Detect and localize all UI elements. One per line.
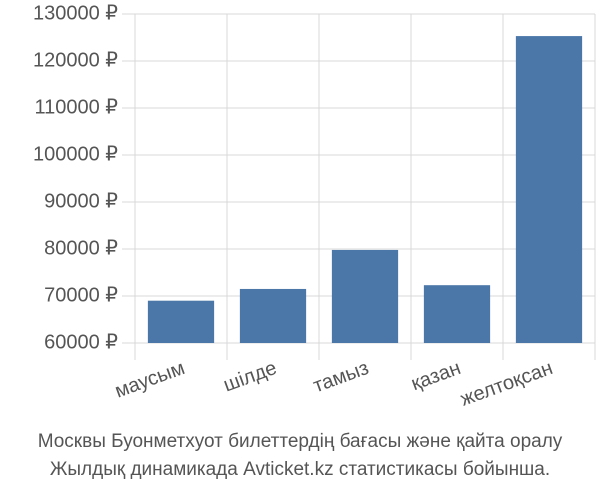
x-tick-label: шілде [221,357,280,396]
y-tick-label: 70000 ₽ [44,284,118,306]
y-tick-label: 60000 ₽ [44,331,118,353]
x-tick-label: қазан [408,357,463,395]
bar [515,36,583,344]
x-tick-label: желтоқсан [458,357,556,411]
y-tick-label: 120000 ₽ [33,49,118,71]
y-tick-label: 80000 ₽ [44,237,118,259]
bar [331,249,399,343]
y-tick-label: 110000 ₽ [34,96,118,118]
chart-title: Москвы Буонметхуот билеттердің бағасы жә… [38,431,563,452]
y-tick-label: 90000 ₽ [44,190,118,212]
bar [147,300,215,343]
x-tick-label: тамыз [310,357,371,397]
y-tick-label: 130000 ₽ [33,2,118,24]
y-tick-label: 100000 ₽ [33,143,118,165]
chart-subtitle: Жылдық динамикада Avticket.kz статистика… [50,459,550,480]
bar [423,285,491,343]
bar [239,288,307,343]
x-tick-label: маусым [112,357,188,402]
